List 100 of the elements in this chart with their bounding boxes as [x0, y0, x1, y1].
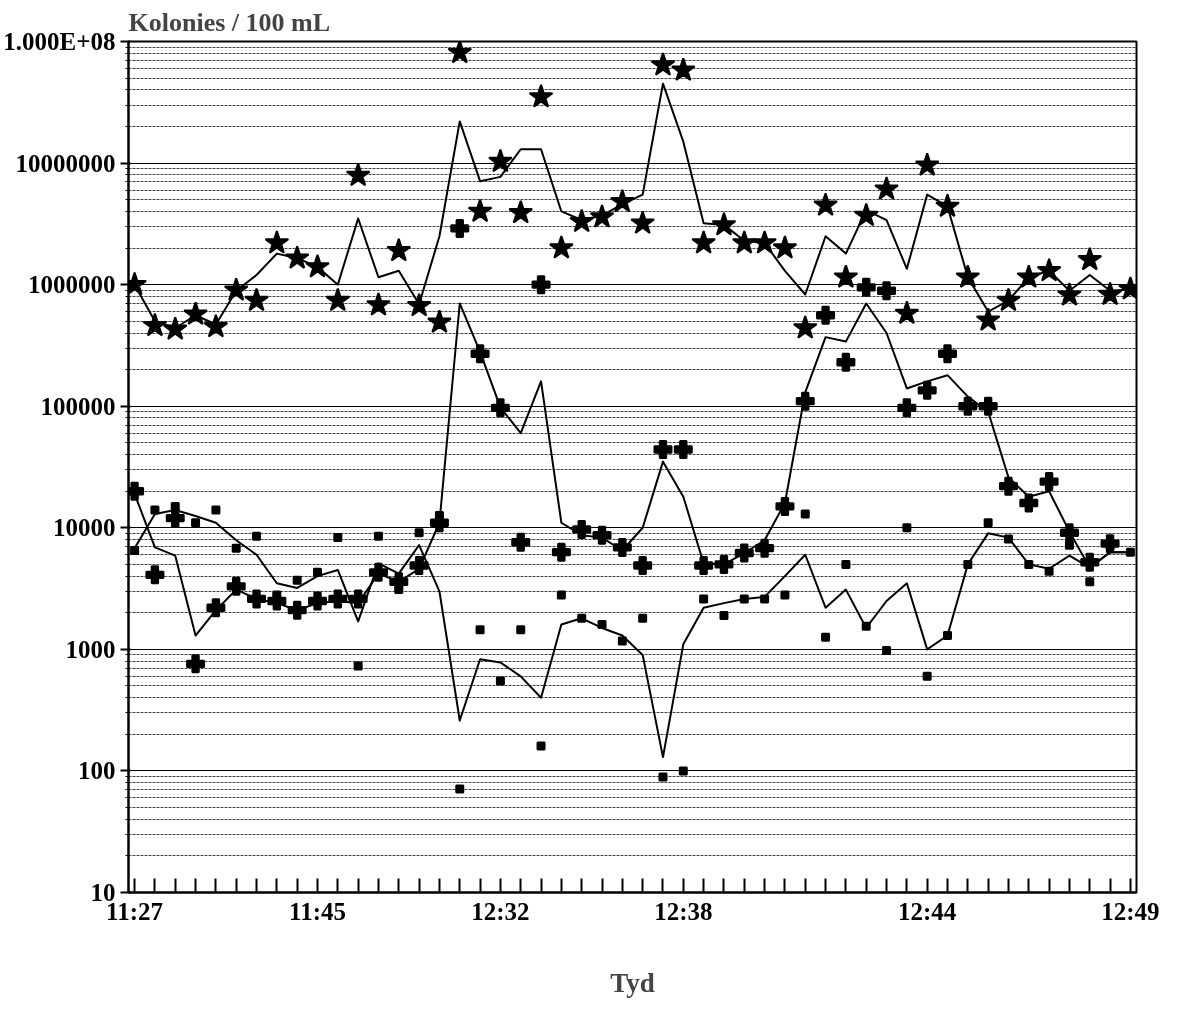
point: [450, 218, 470, 238]
point: [244, 287, 269, 312]
point: [617, 636, 627, 646]
point: [490, 398, 510, 418]
point: [572, 519, 592, 539]
point: [719, 610, 729, 620]
point: [650, 52, 676, 76]
point: [333, 533, 343, 543]
point: [1080, 552, 1100, 572]
point: [447, 41, 473, 64]
point: [589, 204, 615, 228]
point: [902, 523, 912, 533]
point: [734, 543, 754, 563]
point: [739, 594, 749, 604]
point: [170, 501, 180, 511]
x-tick-label: 11:45: [289, 897, 346, 925]
point: [162, 316, 188, 340]
point: [1019, 493, 1039, 513]
point: [938, 344, 957, 364]
point: [658, 772, 668, 782]
point: [633, 555, 653, 575]
point: [211, 505, 221, 515]
point: [955, 264, 981, 288]
point: [922, 671, 932, 681]
point: [487, 148, 513, 173]
x-tick-label: 12:49: [1101, 897, 1160, 925]
x-tick-label: 12:32: [471, 897, 530, 925]
point: [612, 537, 632, 557]
point: [772, 235, 798, 259]
point: [1097, 281, 1123, 306]
point: [394, 585, 404, 595]
point: [943, 631, 952, 640]
point: [348, 589, 368, 609]
point: [780, 590, 790, 600]
point: [1059, 523, 1079, 543]
point: [368, 562, 388, 582]
point: [894, 300, 920, 325]
point: [861, 621, 871, 631]
point: [531, 275, 551, 295]
point: [516, 625, 526, 635]
point: [978, 396, 998, 416]
point: [813, 192, 838, 216]
point: [833, 264, 859, 288]
point: [1044, 566, 1054, 576]
point: [308, 591, 327, 611]
point: [569, 208, 595, 233]
point: [699, 594, 709, 604]
point: [998, 476, 1018, 496]
point: [800, 509, 810, 519]
point: [313, 567, 322, 577]
y-tick-label: 100: [78, 757, 116, 785]
point: [345, 162, 371, 187]
point: [670, 57, 696, 81]
point: [508, 199, 534, 224]
point: [528, 83, 554, 108]
point: [963, 559, 973, 569]
point: [836, 352, 856, 372]
point: [592, 525, 612, 545]
point: [760, 594, 770, 604]
point: [897, 398, 917, 418]
point: [252, 531, 262, 541]
point: [691, 230, 717, 254]
point: [1125, 547, 1135, 557]
point: [284, 245, 310, 269]
point: [366, 292, 391, 316]
point: [755, 538, 775, 558]
point: [1064, 540, 1074, 550]
point: [409, 555, 429, 575]
point: [548, 235, 574, 259]
point: [597, 620, 607, 630]
point: [975, 307, 1001, 331]
point: [775, 496, 795, 516]
point: [678, 766, 688, 776]
point: [287, 600, 307, 620]
y-tick-label: 10000000: [15, 149, 116, 177]
point: [958, 396, 978, 416]
point: [1003, 534, 1013, 544]
point: [673, 440, 693, 460]
point: [1039, 472, 1059, 492]
point: [495, 676, 505, 686]
point: [874, 176, 899, 200]
point: [223, 277, 249, 301]
point: [470, 344, 490, 364]
point: [231, 543, 241, 553]
point: [406, 292, 432, 317]
point: [792, 314, 818, 339]
point: [551, 542, 571, 562]
point: [511, 532, 531, 552]
point: [414, 528, 424, 538]
point: [853, 202, 879, 227]
point: [577, 613, 587, 623]
point: [292, 575, 302, 585]
point: [556, 590, 566, 600]
y-tick-label: 100000: [40, 392, 116, 420]
point: [711, 211, 737, 236]
y-tick-label: 1000000: [28, 271, 116, 299]
x-tick-label: 12:44: [898, 897, 957, 925]
point: [935, 193, 960, 218]
point: [373, 531, 383, 541]
point: [467, 198, 493, 223]
